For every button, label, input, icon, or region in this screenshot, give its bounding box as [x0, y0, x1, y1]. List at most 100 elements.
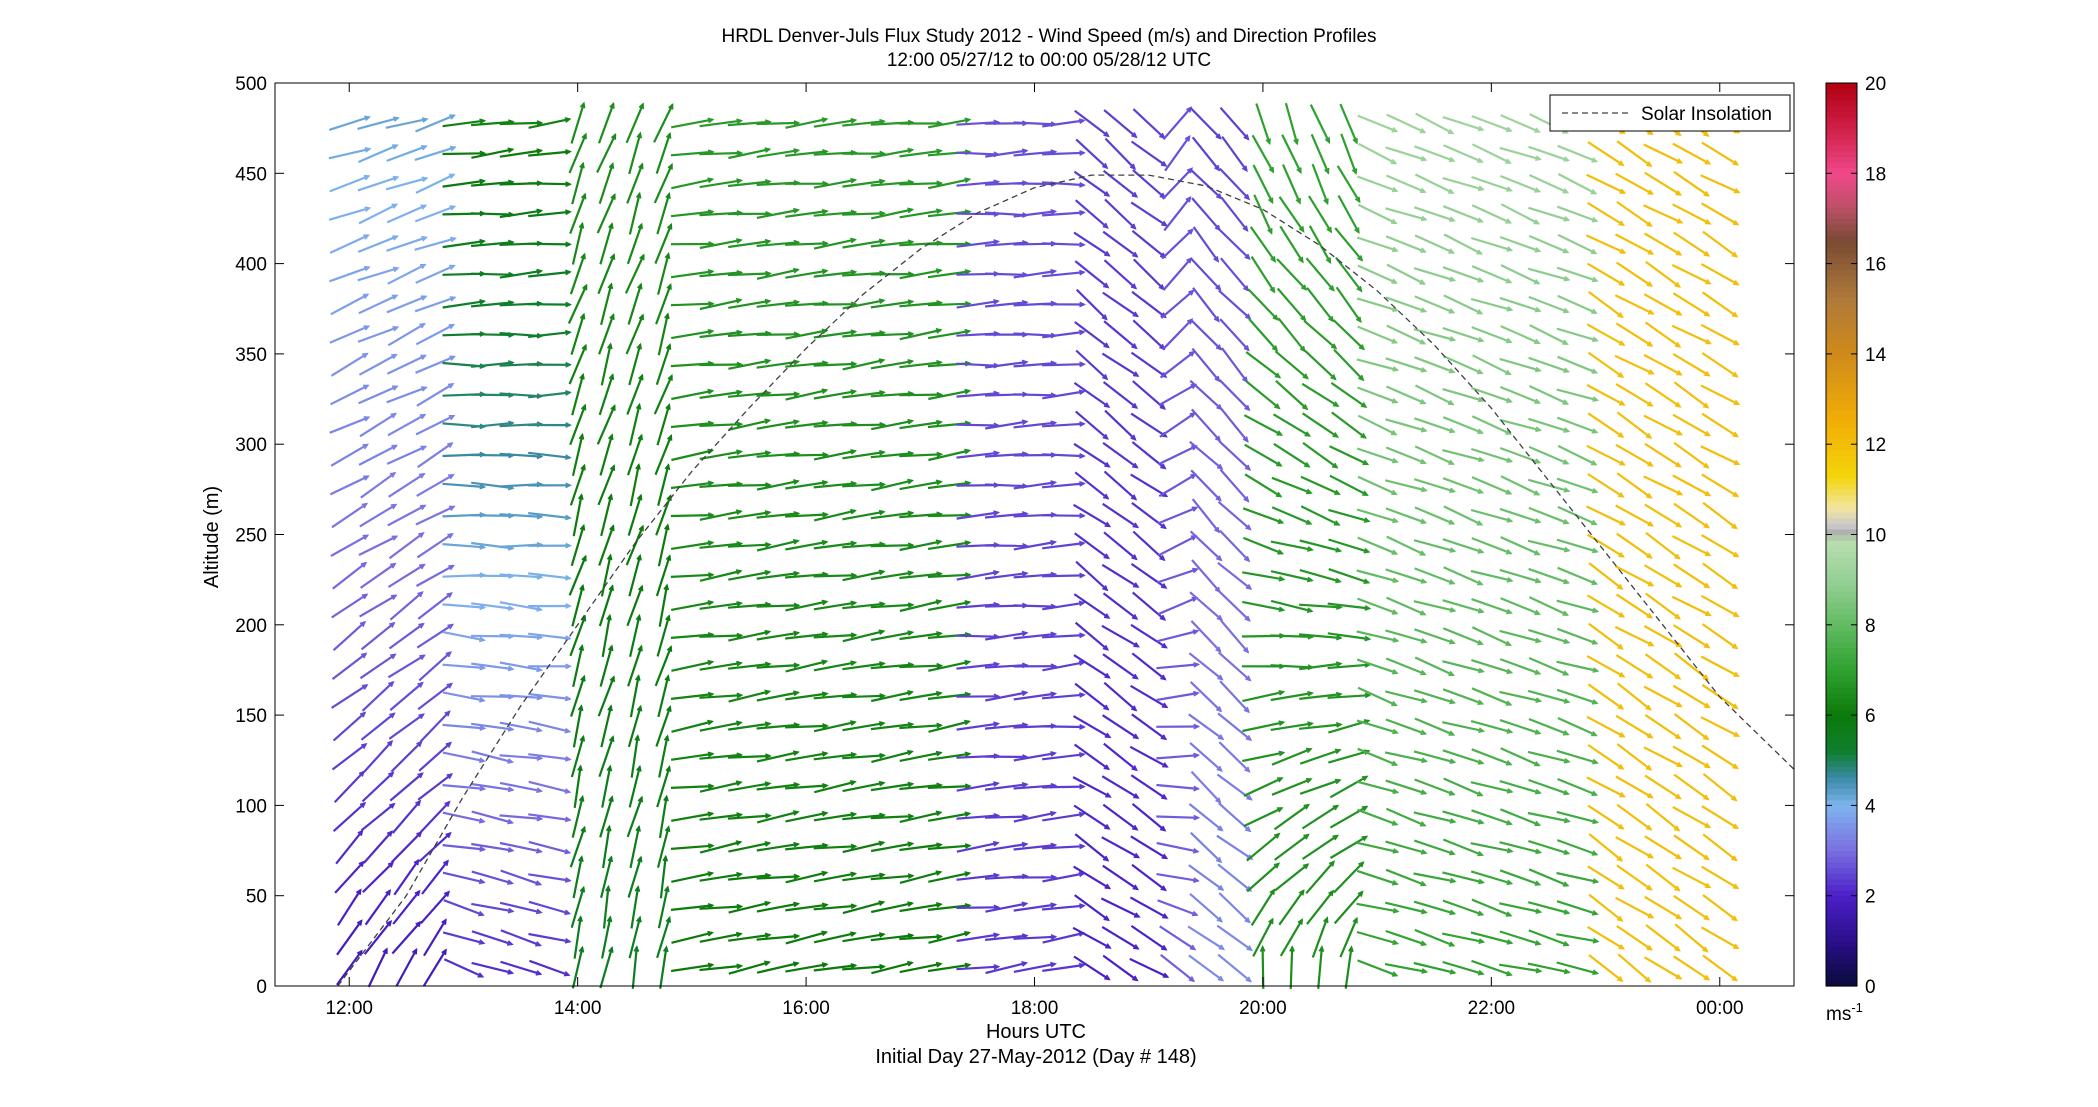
colorbar-segment — [1826, 218, 1857, 224]
colorbar-segment — [1826, 360, 1857, 366]
colorbar-segment — [1826, 574, 1857, 580]
y-tick-label: 250 — [235, 526, 267, 547]
colorbar-segment — [1826, 698, 1857, 704]
wind-arrow — [1042, 243, 1084, 244]
colorbar-segment — [1826, 478, 1857, 484]
colorbar-segment — [1826, 647, 1857, 653]
legend: Solar Insolation — [1550, 95, 1790, 131]
colorbar-segment — [1826, 653, 1857, 659]
wind-arrow — [956, 425, 998, 426]
y-tick-label: 50 — [246, 887, 267, 908]
colorbar-segment — [1826, 382, 1857, 388]
colorbar-segment — [1826, 614, 1857, 620]
wind-arrow — [728, 274, 770, 276]
colorbar-segment — [1826, 196, 1857, 202]
colorbar-segment — [1826, 777, 1857, 783]
colorbar-segment — [1826, 224, 1857, 230]
y-tick-label: 400 — [235, 255, 267, 276]
y-tick-label: 150 — [235, 706, 267, 727]
y-axis-label: Altitude (m) — [201, 486, 223, 588]
colorbar-segment — [1826, 687, 1857, 693]
chart-subtitle: 12:00 05/27/12 to 00:00 05/28/12 UTC — [887, 50, 1211, 71]
x-tick-label: 22:00 — [1468, 998, 1516, 1019]
colorbar-segment — [1826, 946, 1857, 952]
wind-arrow — [528, 244, 570, 245]
wind-arrow — [471, 213, 513, 214]
wind-arrow — [1291, 947, 1293, 989]
colorbar-segment — [1826, 173, 1857, 179]
colorbar-segment — [1826, 399, 1857, 405]
wind-arrow — [785, 455, 827, 456]
colorbar-segment — [1826, 726, 1857, 732]
wind-arrow — [928, 515, 970, 516]
colorbar-tick-label: 16 — [1865, 255, 1886, 276]
colorbar-segment — [1826, 410, 1857, 416]
colorbar-segment — [1826, 495, 1857, 501]
colorbar-segment — [1826, 851, 1857, 857]
colorbar-segment — [1826, 783, 1857, 789]
colorbar-segment — [1826, 416, 1857, 422]
colorbar-segment — [1826, 924, 1857, 930]
colorbar-segment — [1826, 602, 1857, 608]
y-tick-label: 200 — [235, 616, 267, 637]
wind-arrow — [956, 907, 998, 908]
colorbar-segment — [1826, 235, 1857, 241]
colorbar-segment — [1826, 952, 1857, 958]
colorbar-segment — [1826, 252, 1857, 258]
colorbar-segment — [1826, 269, 1857, 275]
colorbar-segment — [1826, 467, 1857, 473]
colorbar-segment — [1826, 975, 1857, 981]
y-tick-label: 350 — [235, 345, 267, 366]
wind-arrow — [699, 365, 741, 366]
colorbar-segment — [1826, 388, 1857, 394]
colorbar-segment — [1826, 693, 1857, 699]
colorbar-segment — [1826, 636, 1857, 642]
y-tick-label: 450 — [235, 164, 267, 185]
colorbar-segment — [1826, 83, 1857, 89]
colorbar-segment — [1826, 535, 1857, 541]
colorbar-segment — [1826, 207, 1857, 213]
colorbar-segment — [1826, 828, 1857, 834]
x-tick-label: 16:00 — [782, 998, 830, 1019]
colorbar-segment — [1826, 563, 1857, 569]
colorbar-segment — [1826, 738, 1857, 744]
colorbar-segment — [1826, 128, 1857, 134]
colorbar-segment — [1826, 202, 1857, 208]
colorbar-segment — [1826, 455, 1857, 461]
wind-arrow — [699, 153, 741, 154]
colorbar-segment — [1826, 597, 1857, 603]
x-axis-sublabel: Initial Day 27-May-2012 (Day # 148) — [875, 1046, 1196, 1068]
colorbar-segment — [1826, 247, 1857, 253]
colorbar-tick-label: 0 — [1865, 977, 1876, 998]
colorbar-segment — [1826, 788, 1857, 794]
colorbar-segment — [1826, 704, 1857, 710]
colorbar-segment — [1826, 512, 1857, 518]
colorbar-segment — [1826, 811, 1857, 817]
colorbar-segment — [1826, 241, 1857, 247]
x-axis-label: Hours UTC — [986, 1021, 1086, 1043]
x-tick-label: 14:00 — [554, 998, 602, 1019]
colorbar-segment — [1826, 111, 1857, 117]
wind-arrow — [500, 123, 542, 124]
wind-arrow — [471, 274, 513, 275]
wind-arrow — [871, 545, 913, 546]
wind-arrow — [1042, 575, 1084, 576]
wind-arrow — [785, 726, 827, 728]
wind-arrow — [728, 485, 770, 486]
chart-title: HRDL Denver-Juls Flux Study 2012 - Wind … — [721, 26, 1376, 47]
colorbar-tick-label: 6 — [1865, 706, 1876, 727]
chart-title-group: HRDL Denver-Juls Flux Study 2012 - Wind … — [721, 26, 1376, 71]
colorbar-segment — [1826, 794, 1857, 800]
colorbar-segment — [1826, 117, 1857, 123]
colorbar-segment — [1826, 901, 1857, 907]
colorbar-segment — [1826, 393, 1857, 399]
colorbar-segment — [1826, 580, 1857, 586]
colorbar-unit-exponent: -1 — [1851, 1000, 1863, 1015]
colorbar-segment — [1826, 805, 1857, 811]
colorbar-segment — [1826, 314, 1857, 320]
colorbar-segment — [1826, 422, 1857, 428]
colorbar-segment — [1826, 760, 1857, 766]
colorbar-segment — [1826, 326, 1857, 332]
